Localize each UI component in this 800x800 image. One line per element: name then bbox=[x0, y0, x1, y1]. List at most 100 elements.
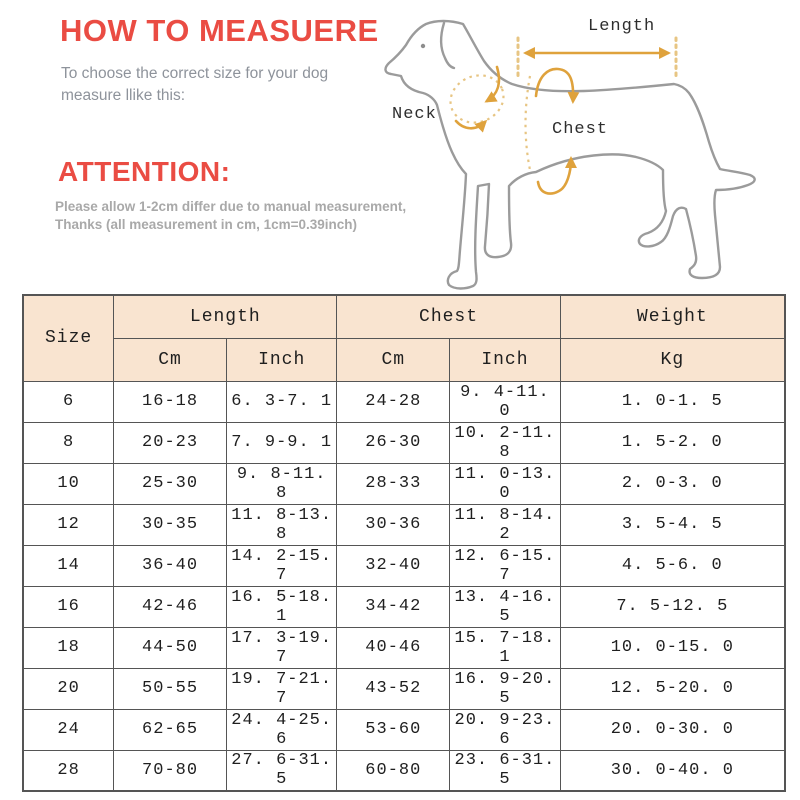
table-cell: 10. 0-15. 0 bbox=[559, 626, 786, 669]
table-row: 28 70-80 27. 6-31. 5 60-80 23. 6-31. 5 30. 0-… bbox=[22, 749, 786, 792]
table-cell: 30-36 bbox=[336, 503, 451, 546]
size-table: Size Length Chest Weight Cm Inch Cm Inch… bbox=[22, 294, 786, 792]
withers-arrow bbox=[484, 65, 501, 103]
table-cell: 16-18 bbox=[113, 380, 227, 423]
table-cell: 4. 5-6. 0 bbox=[559, 544, 786, 587]
table-cell: 43-52 bbox=[336, 667, 451, 710]
table-row: 20 50-55 19. 7-21. 7 43-52 16. 9-20. 5 12. 5-… bbox=[22, 667, 786, 710]
table-cell: 24. 4-25. 6 bbox=[225, 708, 338, 751]
table-cell: 7. 5-12. 5 bbox=[559, 585, 786, 628]
subtitle-line-2: measure llike this: bbox=[61, 87, 186, 104]
table-cell: 36-40 bbox=[113, 544, 227, 587]
table-cell: 53-60 bbox=[336, 708, 451, 751]
col-header-chest: Chest bbox=[336, 294, 561, 339]
table-cell: 12. 5-20. 0 bbox=[559, 667, 786, 710]
chest-bottom-arrow bbox=[536, 156, 577, 195]
table-cell: 70-80 bbox=[113, 749, 227, 792]
table-cell: 9. 8-11. 8 bbox=[225, 462, 338, 505]
table-cell: 13. 4-16. 5 bbox=[449, 585, 561, 628]
chest-label: Chest bbox=[552, 120, 609, 139]
table-cell: 27. 6-31. 5 bbox=[225, 749, 338, 792]
attention-note-line-1: Please allow 1-2cm differ due to manual … bbox=[55, 199, 407, 214]
table-cell: 14. 2-15. 7 bbox=[225, 544, 338, 587]
table-cell: 10. 2-11. 8 bbox=[449, 421, 561, 464]
table-cell: 30-35 bbox=[113, 503, 227, 546]
table-row: 16 42-46 16. 5-18. 1 34-42 13. 4-16. 5 7. 5-1… bbox=[22, 585, 786, 628]
table-cell: 1. 0-1. 5 bbox=[559, 380, 786, 423]
table-cell: 24 bbox=[22, 708, 115, 751]
table-cell: 16. 9-20. 5 bbox=[449, 667, 561, 710]
table-row: 8 20-23 7. 9-9. 1 26-30 10. 2-11. 8 1. 5-2. 0 bbox=[22, 421, 786, 464]
table-cell: 28 bbox=[22, 749, 115, 792]
col-header-size: Size bbox=[22, 294, 115, 382]
page-title: HOW TO MEASUERE bbox=[60, 13, 379, 48]
table-cell: 25-30 bbox=[113, 462, 227, 505]
dog-eye-dot bbox=[420, 43, 426, 49]
table-cell: 16 bbox=[22, 585, 115, 628]
table-row: 24 62-65 24. 4-25. 6 53-60 20. 9-23. 6 20. 0-… bbox=[22, 708, 786, 751]
chest-top-arrow bbox=[534, 67, 580, 104]
length-label: Length bbox=[588, 17, 656, 36]
table-cell: 32-40 bbox=[336, 544, 451, 587]
subtitle-line-1: To choose the correct size for your dog bbox=[61, 65, 329, 82]
col-header-length: Length bbox=[113, 294, 338, 339]
table-cell: 20. 9-23. 6 bbox=[449, 708, 561, 751]
table-cell: 16. 5-18. 1 bbox=[225, 585, 338, 628]
table-cell: 14 bbox=[22, 544, 115, 587]
table-cell: 8 bbox=[22, 421, 115, 464]
table-cell: 3. 5-4. 5 bbox=[559, 503, 786, 546]
col-subheader-length-inch: Inch bbox=[225, 337, 338, 382]
neck-arrow bbox=[454, 119, 488, 133]
neck-measure-ellipse bbox=[449, 74, 505, 124]
dog-diagram-svg bbox=[384, 19, 756, 290]
col-subheader-weight-kg: Kg bbox=[559, 337, 786, 382]
col-subheader-chest-cm: Cm bbox=[336, 337, 451, 382]
table-cell: 9. 4-11. 0 bbox=[449, 380, 561, 423]
table-cell: 12. 6-15. 7 bbox=[449, 544, 561, 587]
table-cell: 15. 7-18. 1 bbox=[449, 626, 561, 669]
table-cell: 50-55 bbox=[113, 667, 227, 710]
table-cell: 11. 8-13. 8 bbox=[225, 503, 338, 546]
attention-note-line-2: Thanks (all measurement in cm, 1cm=0.39i… bbox=[55, 216, 357, 232]
table-cell: 30. 0-40. 0 bbox=[559, 749, 786, 792]
chest-measure-dashed-line bbox=[524, 75, 532, 171]
table-row: 6 16-18 6. 3-7. 1 24-28 9. 4-11. 0 1. 0-1. 5 bbox=[22, 380, 786, 423]
table-cell: 44-50 bbox=[113, 626, 227, 669]
table-row: 10 25-30 9. 8-11. 8 28-33 11. 0-13. 0 2. 0-3.… bbox=[22, 462, 786, 505]
attention-heading: ATTENTION: bbox=[58, 156, 231, 187]
table-cell: 10 bbox=[22, 462, 115, 505]
attention-note: Please allow 1-2cm differ due to manual … bbox=[55, 198, 406, 234]
table-row: 18 44-50 17. 3-19. 7 40-46 15. 7-18. 1 10. 0-… bbox=[22, 626, 786, 669]
table-cell: 1. 5-2. 0 bbox=[559, 421, 786, 464]
neck-label: Neck bbox=[392, 105, 437, 124]
table-cell: 23. 6-31. 5 bbox=[449, 749, 561, 792]
dog-outline-drawing bbox=[384, 19, 756, 290]
table-cell: 62-65 bbox=[113, 708, 227, 751]
table-cell: 18 bbox=[22, 626, 115, 669]
table-cell: 60-80 bbox=[336, 749, 451, 792]
dog-ear-line bbox=[439, 21, 456, 70]
table-cell: 6 bbox=[22, 380, 115, 423]
table-cell: 17. 3-19. 7 bbox=[225, 626, 338, 669]
table-cell: 12 bbox=[22, 503, 115, 546]
size-table-header: Size Length Chest Weight Cm Inch Cm Inch… bbox=[22, 294, 786, 382]
table-cell: 34-42 bbox=[336, 585, 451, 628]
col-subheader-chest-inch: Inch bbox=[449, 337, 561, 382]
table-cell: 42-46 bbox=[113, 585, 227, 628]
table-cell: 2. 0-3. 0 bbox=[559, 462, 786, 505]
table-row: 12 30-35 11. 8-13. 8 30-36 11. 8-14. 2 3. 5-4… bbox=[22, 503, 786, 546]
table-cell: 11. 8-14. 2 bbox=[449, 503, 561, 546]
table-cell: 6. 3-7. 1 bbox=[225, 380, 338, 423]
subtitle: To choose the correct size for your dog … bbox=[61, 63, 328, 107]
table-cell: 24-28 bbox=[336, 380, 451, 423]
table-row: 14 36-40 14. 2-15. 7 32-40 12. 6-15. 7 4. 5-6… bbox=[22, 544, 786, 587]
table-cell: 28-33 bbox=[336, 462, 451, 505]
table-cell: 20-23 bbox=[113, 421, 227, 464]
table-cell: 19. 7-21. 7 bbox=[225, 667, 338, 710]
table-cell: 40-46 bbox=[336, 626, 451, 669]
table-cell: 26-30 bbox=[336, 421, 451, 464]
table-cell: 11. 0-13. 0 bbox=[449, 462, 561, 505]
col-header-weight: Weight bbox=[559, 294, 786, 339]
